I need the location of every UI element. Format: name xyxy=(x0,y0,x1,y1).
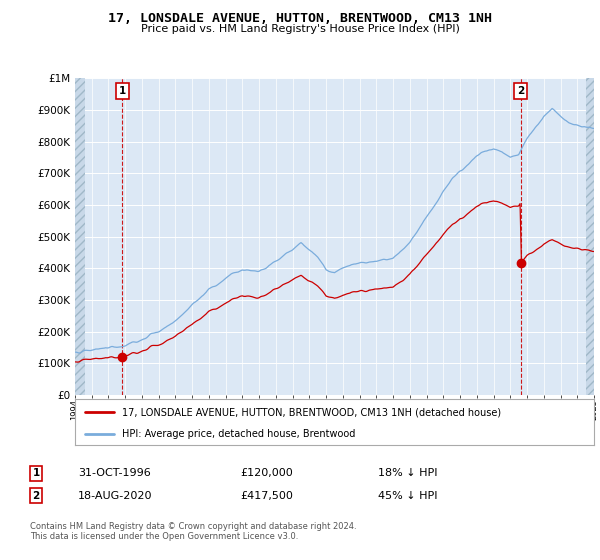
Text: 17, LONSDALE AVENUE, HUTTON, BRENTWOOD, CM13 1NH: 17, LONSDALE AVENUE, HUTTON, BRENTWOOD, … xyxy=(108,12,492,25)
Text: HPI: Average price, detached house, Brentwood: HPI: Average price, detached house, Bren… xyxy=(122,429,355,438)
Text: 1: 1 xyxy=(119,86,126,96)
Text: 18% ↓ HPI: 18% ↓ HPI xyxy=(378,468,437,478)
Text: 1: 1 xyxy=(32,468,40,478)
Text: 45% ↓ HPI: 45% ↓ HPI xyxy=(378,491,437,501)
Bar xyxy=(586,78,600,395)
Text: £417,500: £417,500 xyxy=(240,491,293,501)
Text: Price paid vs. HM Land Registry's House Price Index (HPI): Price paid vs. HM Land Registry's House … xyxy=(140,24,460,34)
Text: Contains HM Land Registry data © Crown copyright and database right 2024.
This d: Contains HM Land Registry data © Crown c… xyxy=(30,522,356,542)
Text: £120,000: £120,000 xyxy=(240,468,293,478)
Text: 2: 2 xyxy=(32,491,40,501)
Text: 31-OCT-1996: 31-OCT-1996 xyxy=(78,468,151,478)
Bar xyxy=(75,78,85,395)
Text: 18-AUG-2020: 18-AUG-2020 xyxy=(78,491,152,501)
Text: 17, LONSDALE AVENUE, HUTTON, BRENTWOOD, CM13 1NH (detached house): 17, LONSDALE AVENUE, HUTTON, BRENTWOOD, … xyxy=(122,407,501,417)
Text: 2: 2 xyxy=(517,86,524,96)
